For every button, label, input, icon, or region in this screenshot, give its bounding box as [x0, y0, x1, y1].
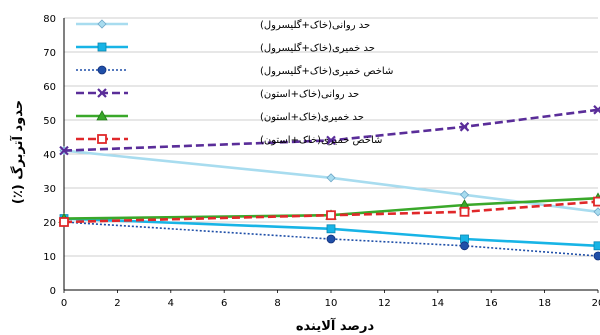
data-point	[327, 235, 335, 243]
data-point	[60, 218, 68, 226]
legend-swatch-marker	[98, 66, 106, 74]
data-point	[461, 208, 469, 216]
x-tick-label: 16	[485, 298, 498, 309]
x-tick-label: 20	[592, 298, 600, 309]
data-point	[594, 198, 600, 206]
y-tick-label: 10	[43, 252, 56, 263]
legend-label: حد خمیری(خاک+گلیسرول)	[260, 42, 375, 54]
x-tick-label: 6	[221, 298, 227, 309]
x-tick-label: 2	[114, 298, 120, 309]
x-axis-label: درصد آلاینده	[296, 317, 375, 334]
legend-label: حد روانی(خاک+استون)	[260, 89, 359, 100]
x-tick-label: 12	[378, 298, 391, 309]
x-tick-label: 0	[61, 298, 67, 309]
x-tick-label: 8	[274, 298, 280, 309]
data-point	[594, 252, 600, 260]
y-tick-label: 60	[43, 82, 56, 93]
legend-label: حد روانی(خاک+گلیسرول)	[260, 19, 370, 31]
data-point	[327, 225, 335, 233]
data-point	[461, 242, 469, 250]
y-tick-label: 70	[43, 48, 56, 59]
x-tick-label: 10	[325, 298, 338, 309]
y-tick-label: 50	[43, 116, 56, 127]
legend-label: شاخص خمیری(خاک+استون)	[260, 135, 382, 146]
legend-label: حد خمیری(خاک+استون)	[260, 112, 364, 123]
y-tick-label: 80	[43, 14, 56, 25]
y-tick-label: 0	[50, 286, 56, 297]
y-tick-label: 30	[43, 184, 56, 195]
x-tick-label: 14	[431, 298, 444, 309]
y-axis-label: حدود آتربرگ (٪)	[9, 100, 26, 204]
legend-swatch-marker	[98, 43, 106, 51]
x-tick-label: 4	[168, 298, 174, 309]
data-point	[327, 211, 335, 219]
y-tick-label: 20	[43, 218, 56, 229]
x-tick-label: 18	[538, 298, 551, 309]
y-tick-label: 40	[43, 150, 56, 161]
legend-label: شاخص خمیری(خاک+گلیسرول)	[260, 65, 393, 77]
legend-swatch-marker	[98, 135, 106, 143]
data-point	[594, 242, 600, 250]
